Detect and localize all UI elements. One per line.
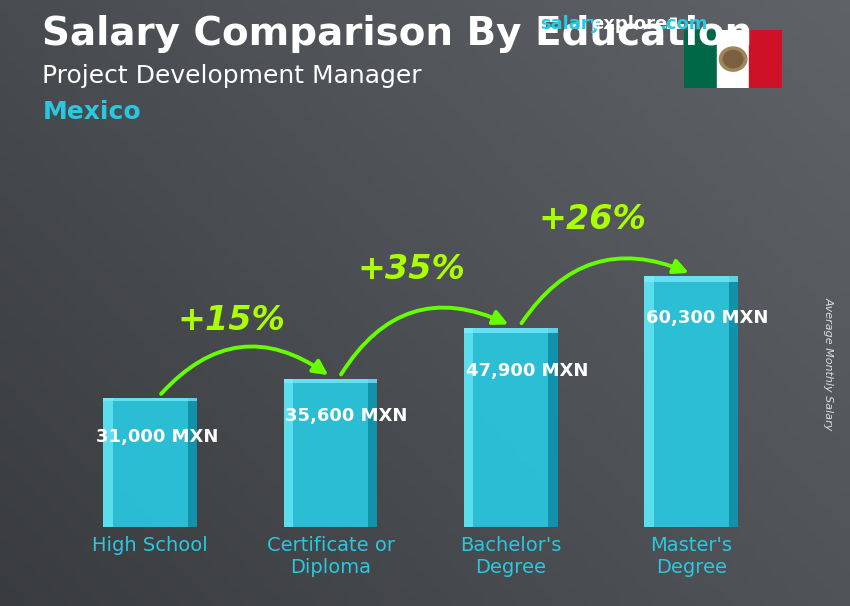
Bar (104, 398, 197, 401)
Bar (188, 398, 197, 527)
Text: 31,000 MXN: 31,000 MXN (96, 428, 218, 446)
Bar (284, 379, 377, 382)
Bar (644, 276, 738, 282)
Text: +35%: +35% (358, 253, 466, 285)
Bar (750, 30, 782, 88)
Text: Project Development Manager: Project Development Manager (42, 64, 422, 88)
Bar (284, 379, 293, 527)
Text: 47,900 MXN: 47,900 MXN (466, 362, 588, 380)
Bar (684, 30, 717, 88)
Text: salary: salary (540, 15, 601, 33)
Bar (368, 379, 377, 527)
Bar (284, 379, 377, 527)
Text: .com: .com (659, 15, 707, 33)
Bar (104, 398, 113, 527)
Bar (104, 398, 197, 527)
Bar (464, 328, 558, 333)
Text: Average Monthly Salary: Average Monthly Salary (824, 297, 834, 430)
Bar (644, 276, 654, 527)
Text: +15%: +15% (178, 304, 286, 337)
Bar (464, 328, 558, 527)
Text: 60,300 MXN: 60,300 MXN (646, 309, 768, 327)
Text: +26%: +26% (538, 203, 646, 236)
Text: 35,600 MXN: 35,600 MXN (286, 407, 408, 425)
Text: explorer: explorer (591, 15, 676, 33)
Bar (548, 328, 558, 527)
Text: Mexico: Mexico (42, 100, 141, 124)
Circle shape (719, 47, 747, 71)
Bar (728, 276, 738, 527)
Bar (464, 328, 473, 527)
Bar (644, 276, 738, 527)
Bar (717, 30, 750, 88)
Circle shape (723, 50, 743, 68)
Text: Salary Comparison By Education: Salary Comparison By Education (42, 15, 753, 53)
